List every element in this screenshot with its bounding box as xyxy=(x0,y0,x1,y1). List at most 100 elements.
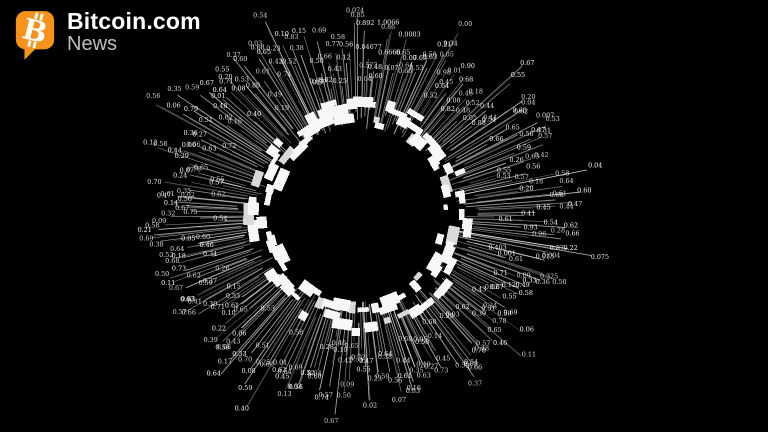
spoke-line xyxy=(219,144,256,163)
spoke-line xyxy=(453,253,491,269)
value-label: 0.48 xyxy=(456,106,470,114)
value-label: 0.12 xyxy=(336,53,350,61)
ring-block xyxy=(297,309,309,322)
spoke-line xyxy=(448,125,485,152)
spoke-line xyxy=(398,295,432,360)
spoke-line xyxy=(476,201,573,209)
ring-block xyxy=(263,162,280,182)
value-label: 0.28 xyxy=(320,343,334,351)
ring-block xyxy=(440,184,452,199)
spoke-line xyxy=(222,100,288,156)
spoke-line xyxy=(250,291,305,369)
spoke-line xyxy=(200,234,245,243)
spoke-line xyxy=(183,150,263,180)
spoke-line xyxy=(461,258,523,285)
value-label: 0.03 xyxy=(180,295,194,303)
value-label: 0.41 xyxy=(188,298,202,306)
value-label: 0.64 xyxy=(378,350,392,358)
value-label: 0.01 xyxy=(273,358,287,366)
spoke-line xyxy=(459,270,485,285)
spoke-line xyxy=(399,313,423,368)
spoke-line xyxy=(374,33,391,118)
value-label: 0.62 xyxy=(211,190,225,198)
value-label: 0.32 xyxy=(161,210,175,218)
brand-logo[interactable]: B Bitcoin.com News xyxy=(13,9,201,61)
value-label: 0.48 xyxy=(368,63,382,71)
spoke-line xyxy=(164,220,246,226)
spoke-line xyxy=(463,191,581,205)
value-label: 0.70 xyxy=(472,347,486,355)
spoke-line xyxy=(375,304,391,373)
spoke-line xyxy=(427,304,461,348)
value-label: 0.88 xyxy=(472,119,486,127)
value-label: 0.19 xyxy=(275,104,289,112)
value-label: 0.12 xyxy=(502,281,516,289)
spoke-line xyxy=(293,303,321,365)
value-label: 0.80 xyxy=(246,82,260,90)
value-label: 0.61 xyxy=(225,302,239,310)
spoke-line xyxy=(234,118,267,144)
value-label: 0.47 xyxy=(157,191,171,199)
spoke-line xyxy=(172,201,238,207)
value-label: 0.76 xyxy=(187,166,201,174)
spoke-line xyxy=(200,216,245,219)
spoke-line xyxy=(238,247,244,250)
spoke-line xyxy=(284,316,316,391)
value-label: 0.52 xyxy=(424,92,438,100)
value-label: 0.20 xyxy=(521,93,535,101)
spoke-line xyxy=(425,114,445,137)
value-label: 0.39 xyxy=(472,310,486,318)
spoke-line xyxy=(452,178,496,191)
spoke-line xyxy=(195,106,263,152)
spoke-line xyxy=(360,306,362,340)
spoke-line xyxy=(212,260,255,280)
value-label: 0.20 xyxy=(519,185,533,193)
spoke-line xyxy=(300,313,322,367)
value-label: 0.53 xyxy=(546,115,560,123)
value-label: 0.64 xyxy=(207,370,221,378)
ring-block xyxy=(278,145,296,165)
value-label: 0.38 xyxy=(378,353,392,361)
spoke-line xyxy=(151,227,246,239)
spoke-line xyxy=(255,291,305,361)
value-label: 0.27 xyxy=(424,363,438,371)
value-label: 0.73 xyxy=(434,367,448,375)
spoke-line xyxy=(189,118,269,164)
spoke-line xyxy=(452,269,492,293)
value-label: 0.13 xyxy=(277,390,291,398)
spoke-line xyxy=(189,248,254,270)
spoke-line xyxy=(232,84,283,137)
value-label: 0.56 xyxy=(526,162,540,170)
value-label: 0.67 xyxy=(490,283,504,291)
spoke-line xyxy=(198,172,246,186)
spoke-line xyxy=(244,259,248,262)
value-label: 0.64 xyxy=(213,86,227,94)
value-label: 0.36 xyxy=(289,383,303,391)
value-label: 0.63 xyxy=(525,153,539,161)
spoke-line xyxy=(455,148,482,163)
value-label: 0.15 xyxy=(292,27,306,35)
spoke-line xyxy=(418,306,452,358)
ring-block xyxy=(320,297,342,312)
value-label: 0.59 xyxy=(497,310,511,318)
spoke-line xyxy=(281,300,316,368)
spoke-line xyxy=(387,312,414,392)
value-label: 0.68 xyxy=(398,335,412,343)
spoke-line xyxy=(449,286,485,316)
spoke-line xyxy=(459,145,517,171)
value-label: 0.41 xyxy=(483,114,497,122)
value-label: 0.05 xyxy=(440,50,454,58)
ring-block xyxy=(274,243,291,265)
value-label: 0.68 xyxy=(217,343,231,351)
spoke-line xyxy=(236,62,303,145)
value-label: 0.71 xyxy=(219,78,233,86)
value-label: 0.56 xyxy=(339,41,353,49)
value-label: 0.55 xyxy=(261,304,275,312)
value-label: 0.46 xyxy=(332,339,346,347)
spoke-line xyxy=(408,36,456,124)
spoke-line xyxy=(444,134,518,172)
spoke-line xyxy=(438,268,487,301)
value-label: 0.35 xyxy=(167,85,181,93)
value-label: 0.10 xyxy=(221,309,235,317)
spoke-line xyxy=(209,119,274,162)
